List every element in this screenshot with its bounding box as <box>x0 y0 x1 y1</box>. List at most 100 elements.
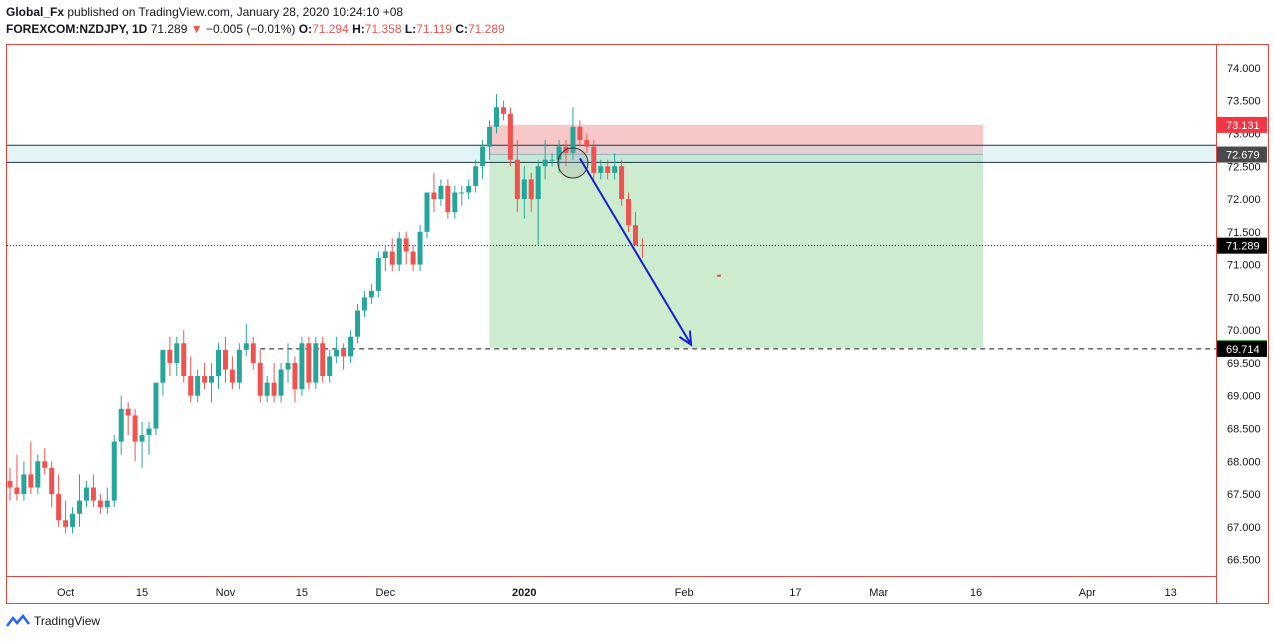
candle[interactable] <box>292 356 298 403</box>
candle[interactable] <box>257 349 263 403</box>
candle[interactable] <box>188 356 194 403</box>
author-name[interactable]: Global_Fx <box>6 5 65 19</box>
candle[interactable] <box>83 480 89 508</box>
candle[interactable] <box>104 487 110 514</box>
candle[interactable] <box>480 140 486 180</box>
candle[interactable] <box>139 421 145 468</box>
candle[interactable] <box>90 474 96 508</box>
candle[interactable] <box>167 336 173 377</box>
candle[interactable] <box>278 362 284 403</box>
candle[interactable] <box>160 349 166 396</box>
candle[interactable] <box>216 343 221 390</box>
candle[interactable] <box>424 192 430 239</box>
candle[interactable] <box>14 454 20 501</box>
candle[interactable] <box>209 362 215 403</box>
candle[interactable] <box>35 454 41 495</box>
candle[interactable] <box>396 231 402 272</box>
candle[interactable] <box>250 336 256 370</box>
candle[interactable] <box>605 159 611 180</box>
candle[interactable] <box>118 395 124 455</box>
candle[interactable] <box>528 172 534 213</box>
candle[interactable] <box>375 251 381 298</box>
candle[interactable] <box>229 356 235 390</box>
candle[interactable] <box>63 500 69 534</box>
resistance-band[interactable] <box>7 145 1216 163</box>
candle[interactable] <box>132 408 138 462</box>
candle[interactable] <box>570 107 576 160</box>
candle[interactable] <box>619 159 625 206</box>
candle[interactable] <box>459 185 465 206</box>
candle[interactable] <box>591 140 597 180</box>
candle[interactable] <box>243 323 249 357</box>
candle[interactable] <box>341 343 347 370</box>
time-axis[interactable]: Oct 15 Nov 15 Dec 2020 Feb 17 Mar 16 Apr 13 <box>57 587 1177 599</box>
candle[interactable] <box>21 461 27 501</box>
candle[interactable] <box>236 343 242 390</box>
candle[interactable] <box>389 238 395 272</box>
candle[interactable] <box>334 336 340 363</box>
candle[interactable] <box>153 382 159 436</box>
candle[interactable] <box>70 507 76 534</box>
candle[interactable] <box>327 349 333 383</box>
candle[interactable] <box>549 153 555 167</box>
candle[interactable] <box>445 179 451 219</box>
candle[interactable] <box>452 185 458 219</box>
candle[interactable] <box>598 159 604 180</box>
candle[interactable] <box>438 179 444 206</box>
candle[interactable] <box>382 244 388 272</box>
candle[interactable] <box>487 120 493 160</box>
candle[interactable] <box>403 231 409 265</box>
candle[interactable] <box>348 330 354 363</box>
candle[interactable] <box>494 94 499 134</box>
candle[interactable] <box>612 153 618 180</box>
candle[interactable] <box>111 435 117 508</box>
candle[interactable] <box>49 461 55 508</box>
candle[interactable] <box>507 107 513 167</box>
candle[interactable] <box>535 159 541 245</box>
candle[interactable] <box>299 336 305 396</box>
candle[interactable] <box>431 172 437 213</box>
candle[interactable] <box>584 133 590 154</box>
candle[interactable] <box>271 362 277 403</box>
highlight-circle[interactable] <box>557 147 589 179</box>
candle[interactable] <box>42 448 48 475</box>
candle[interactable] <box>313 336 319 390</box>
footer-brand[interactable]: TradingView <box>6 614 100 628</box>
candle[interactable] <box>181 330 187 383</box>
candle[interactable] <box>514 140 520 213</box>
candle[interactable] <box>222 336 228 383</box>
candle[interactable] <box>264 376 270 403</box>
candle[interactable] <box>202 362 208 390</box>
candle[interactable] <box>174 336 180 377</box>
candle[interactable] <box>355 303 360 344</box>
candle[interactable] <box>639 238 645 259</box>
candle[interactable] <box>28 441 34 495</box>
candle[interactable] <box>410 244 416 272</box>
take-profit-zone[interactable] <box>489 154 983 349</box>
candle[interactable] <box>521 166 527 219</box>
candle[interactable] <box>500 100 506 121</box>
candle[interactable] <box>285 343 291 383</box>
candle[interactable] <box>626 192 632 232</box>
candle[interactable] <box>417 225 423 272</box>
candle[interactable] <box>577 120 583 147</box>
candle[interactable] <box>97 494 103 514</box>
candle[interactable] <box>542 140 548 180</box>
candle[interactable] <box>125 402 131 436</box>
candle[interactable] <box>466 179 472 200</box>
candle[interactable] <box>361 290 367 318</box>
candle[interactable] <box>56 474 62 527</box>
symbol-name[interactable]: FOREXCOM:NZDJPY, 1D <box>6 22 148 36</box>
forecast-arrow[interactable] <box>579 157 692 346</box>
candle[interactable] <box>320 336 326 383</box>
candle[interactable] <box>195 369 201 403</box>
candle[interactable] <box>368 284 374 304</box>
candle[interactable] <box>7 467 13 501</box>
candle[interactable] <box>473 159 479 193</box>
candle[interactable] <box>77 474 82 527</box>
candle[interactable] <box>146 421 152 455</box>
candle[interactable] <box>306 336 312 390</box>
price-axis[interactable]: 74.00073.50073.00072.50072.00071.50071.0… <box>1227 63 1261 567</box>
candle[interactable] <box>633 212 638 245</box>
